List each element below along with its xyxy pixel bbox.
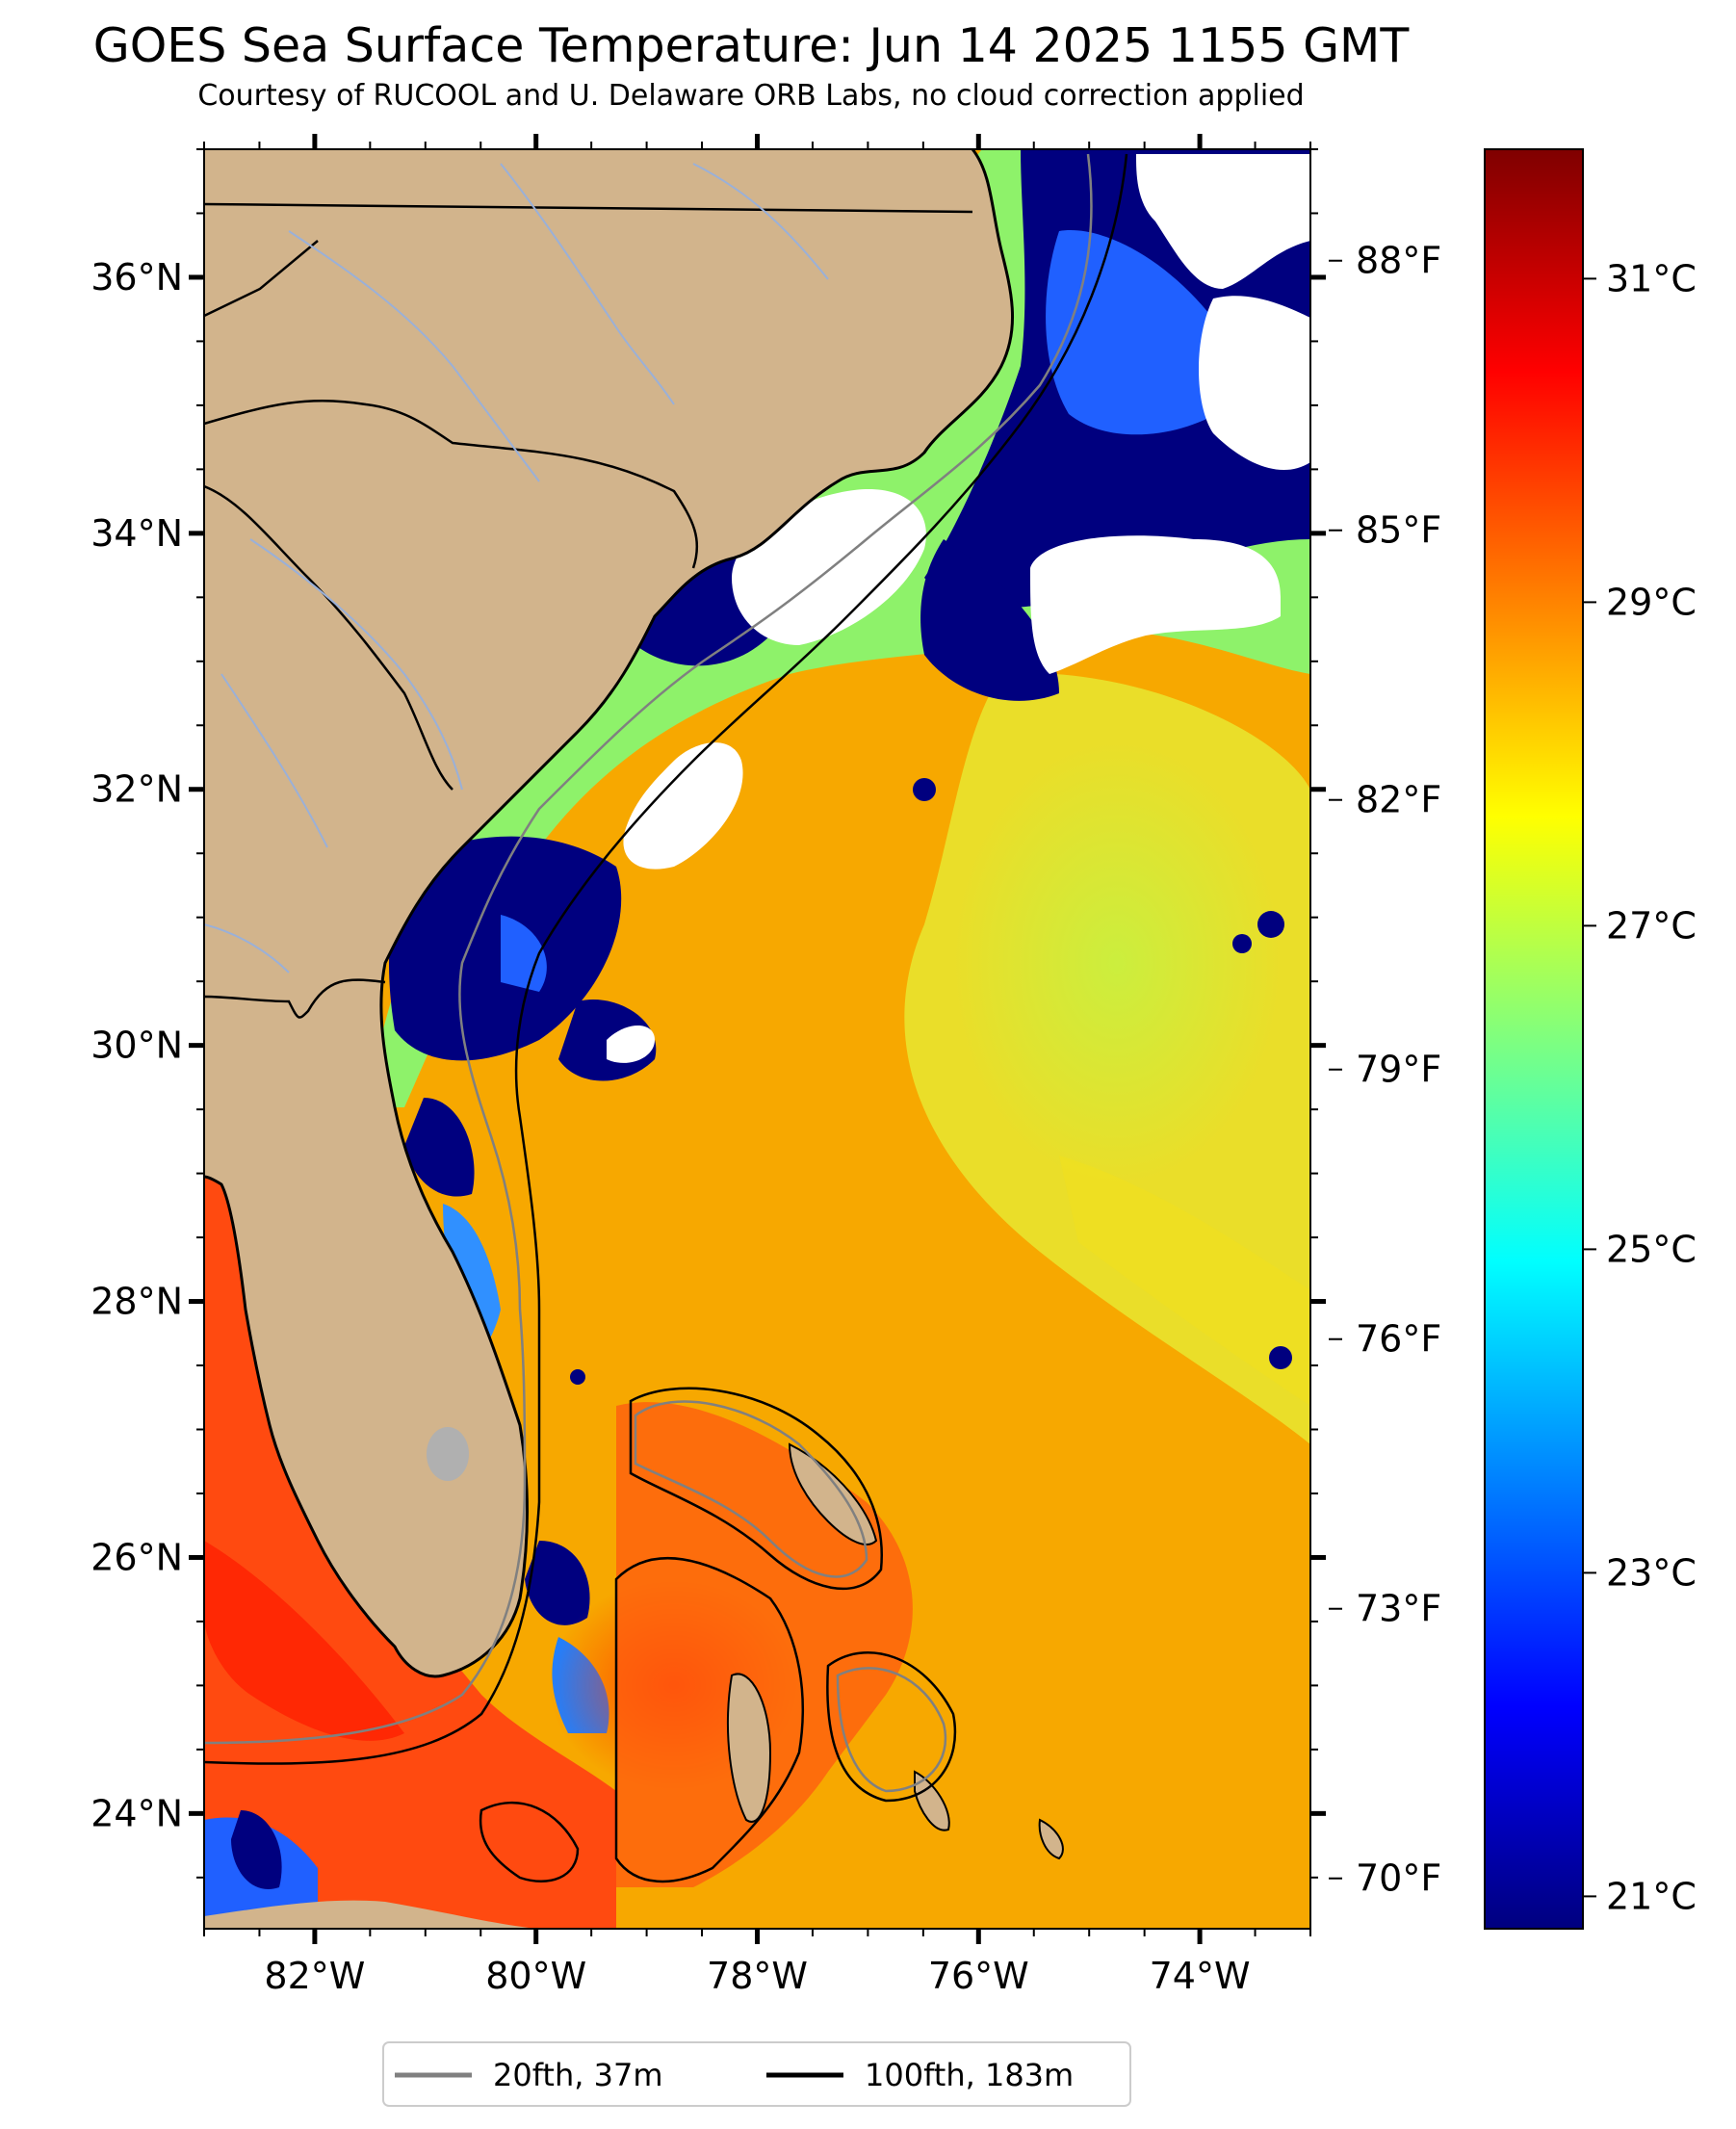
map-panel <box>204 149 1310 1929</box>
state-border <box>204 484 453 791</box>
lon-tick-label: 82°W <box>264 1955 365 1997</box>
contour-100fth <box>204 153 1128 1765</box>
lat-tick-label: 30°N <box>91 1025 183 1067</box>
land-andros <box>727 1673 772 1823</box>
cloud-region <box>1030 535 1281 674</box>
fahrenheit-tick-label: 85°F <box>1356 509 1441 552</box>
fahrenheit-tick-label: 79°F <box>1356 1049 1441 1091</box>
fahrenheit-tick-label: 70°F <box>1356 1857 1441 1900</box>
state-border <box>204 399 699 569</box>
lake-okeechobee <box>427 1427 469 1481</box>
map-axes: 82°W 80°W 78°W 76°W 74°W 24°N 26°N 28°N 30°N 32°N… <box>91 134 1326 1997</box>
celsius-tick-label: 21°C <box>1606 1875 1697 1917</box>
lat-tick-label: 26°N <box>91 1536 183 1578</box>
cloud-region <box>623 742 743 870</box>
fahrenheit-tick-label: 73°F <box>1356 1588 1441 1630</box>
lat-tick-label: 28°N <box>91 1281 183 1323</box>
lon-tick-label: 80°W <box>485 1955 586 1997</box>
river <box>288 230 540 482</box>
legend-label-100fth: 100fth, 183m <box>865 2057 1074 2093</box>
legend: 20fth, 37m 100fth, 183m <box>382 2041 1131 2107</box>
coastline <box>204 149 1015 1678</box>
state-border <box>204 978 386 1019</box>
celsius-tick-label: 23°C <box>1606 1551 1697 1594</box>
lon-tick-label: 78°W <box>707 1955 808 1997</box>
map-title: GOES Sea Surface Temperature: Jun 14 202… <box>92 18 1410 73</box>
legend-label-20fth: 20fth, 37m <box>493 2057 662 2093</box>
ocean-sst-green-eddy <box>953 741 1281 1184</box>
fahrenheit-tick-label: 82°F <box>1356 779 1441 821</box>
land-mainland <box>204 149 1013 1676</box>
lat-tick-label: 24°N <box>91 1792 183 1834</box>
colorbar <box>1484 148 1584 1930</box>
ocean-sst-warm-gulf <box>204 1175 616 1929</box>
contour-20fth <box>204 153 1093 1745</box>
river <box>220 673 328 848</box>
state-border <box>204 202 973 214</box>
celsius-tick-label: 31°C <box>1606 257 1697 299</box>
river <box>500 163 675 405</box>
land-cuba <box>204 1900 539 1929</box>
river <box>249 538 463 791</box>
lat-tick-label: 36°N <box>91 256 183 299</box>
lat-tick-label: 32°N <box>91 768 183 811</box>
lon-tick-label: 74°W <box>1150 1955 1251 1997</box>
colorbar-axes: 21°C 23°C 25°C 27°C 29°C 31°C 70°F 73°F 76°F 79°F… <box>1329 240 1697 1917</box>
celsius-tick-label: 29°C <box>1606 581 1697 623</box>
lon-tick-label: 76°W <box>928 1955 1029 1997</box>
fahrenheit-tick-label: 76°F <box>1356 1318 1441 1361</box>
legend-box <box>382 2041 1131 2107</box>
fahrenheit-tick-label: 88°F <box>1356 240 1441 282</box>
celsius-tick-label: 27°C <box>1606 904 1697 947</box>
map-subtitle: Courtesy of RUCOOL and U. Delaware ORB L… <box>197 79 1305 113</box>
cloud-region <box>1136 154 1310 289</box>
celsius-tick-label: 25°C <box>1606 1228 1697 1270</box>
lat-tick-label: 34°N <box>91 512 183 555</box>
